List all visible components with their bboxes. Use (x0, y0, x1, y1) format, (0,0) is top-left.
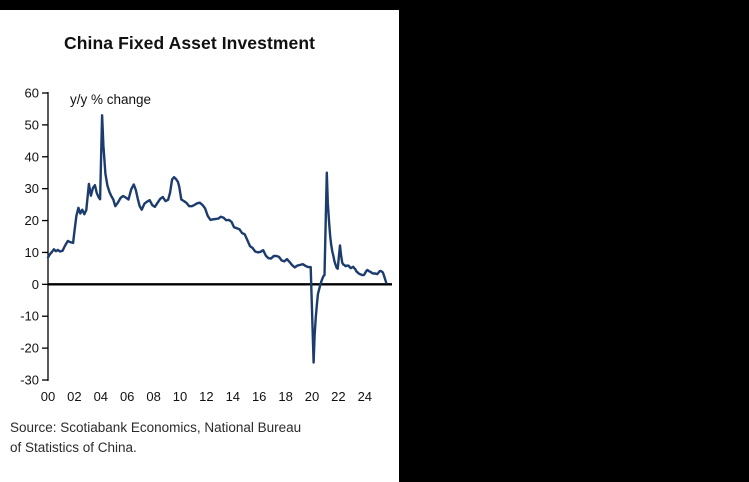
top-black-bar (0, 0, 749, 10)
svg-text:24: 24 (358, 389, 372, 404)
svg-text:04: 04 (94, 389, 108, 404)
svg-text:16: 16 (252, 389, 266, 404)
svg-text:50: 50 (25, 117, 39, 132)
y-axis: 60 50 40 30 20 10 0 -10 -20 -30 (20, 86, 49, 388)
svg-text:40: 40 (25, 149, 39, 164)
svg-text:-10: -10 (20, 309, 39, 324)
x-axis-labels: 00 02 04 06 08 10 12 14 16 18 20 22 24 (41, 389, 372, 404)
svg-text:20: 20 (305, 389, 319, 404)
svg-text:06: 06 (120, 389, 134, 404)
chart-title: China Fixed Asset Investment (64, 33, 316, 53)
units-annotation: y/y % change (70, 92, 151, 107)
svg-text:14: 14 (226, 389, 240, 404)
svg-text:10: 10 (173, 389, 187, 404)
svg-text:y/y % change: y/y % change (70, 92, 151, 107)
source-note-line1: Source: Scotiabank Economics, National B… (10, 420, 302, 435)
svg-text:10: 10 (25, 245, 39, 260)
source-note-line2: of Statistics of China. (10, 439, 137, 455)
svg-text:-30: -30 (20, 373, 39, 388)
svg-text:08: 08 (146, 389, 160, 404)
svg-text:-20: -20 (20, 341, 39, 356)
data-line (46, 114, 388, 364)
svg-text:30: 30 (25, 181, 39, 196)
svg-text:02: 02 (67, 389, 81, 404)
svg-text:20: 20 (25, 213, 39, 228)
source-note: Source: Scotiabank Economics, National B… (10, 418, 394, 458)
right-black-panel (399, 0, 749, 482)
svg-text:60: 60 (25, 86, 39, 101)
svg-text:00: 00 (41, 389, 55, 404)
svg-text:18: 18 (278, 389, 292, 404)
svg-text:22: 22 (331, 389, 345, 404)
svg-text:12: 12 (199, 389, 213, 404)
svg-text:0: 0 (32, 277, 39, 292)
